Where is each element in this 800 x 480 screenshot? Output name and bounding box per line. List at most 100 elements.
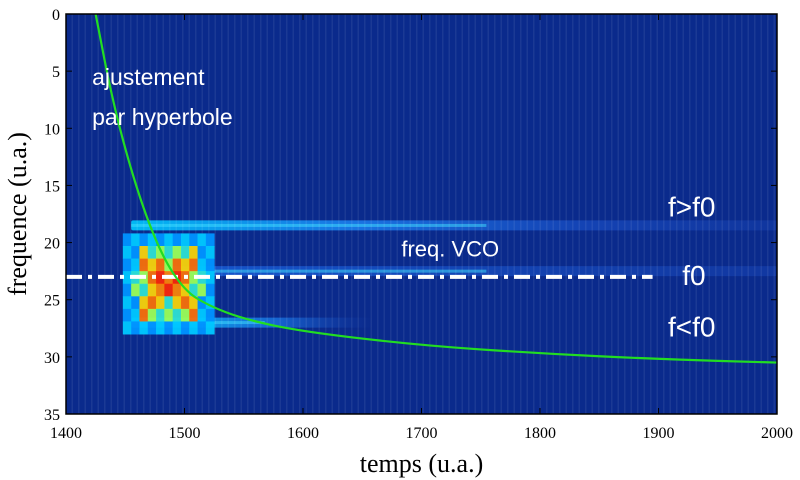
y-tick-label: 0: [52, 7, 60, 24]
burst-cell: [197, 296, 207, 310]
burst-cell: [180, 308, 190, 322]
burst-cell: [139, 233, 149, 247]
burst-cell: [197, 283, 207, 297]
burst-cell: [189, 233, 199, 247]
x-tick-label: 1500: [169, 425, 201, 442]
burst-cell: [122, 258, 132, 272]
burst-cell: [147, 283, 157, 297]
plot-stripes: [66, 14, 777, 414]
burst-cell: [164, 308, 174, 322]
annotation-label: ajustement: [92, 64, 205, 90]
burst-cell: [189, 296, 199, 310]
burst-cell: [189, 308, 199, 322]
burst-cell: [197, 233, 207, 247]
burst-hotspot: [122, 233, 215, 335]
burst-cell: [131, 308, 140, 322]
burst-cell: [147, 321, 157, 335]
burst-cell: [139, 246, 149, 260]
burst-cell: [172, 296, 182, 310]
burst-cell: [131, 233, 140, 247]
burst-cell: [147, 246, 157, 260]
burst-cell: [189, 271, 199, 285]
burst-cell: [164, 296, 174, 310]
annotation-label: par hyperbole: [92, 104, 233, 130]
burst-cell: [205, 258, 215, 272]
annotation-label: f>f0: [668, 191, 715, 222]
y-tick-label: 30: [44, 350, 60, 367]
burst-cell: [205, 321, 215, 335]
x-tick-label: 1900: [643, 425, 675, 442]
y-tick-label: 15: [44, 178, 60, 195]
burst-cell: [205, 296, 215, 310]
burst-cell: [156, 296, 165, 310]
x-axis-ticks: 1400 1500 1600 1700 1800 1900 2000: [50, 14, 793, 442]
burst-cell: [147, 296, 157, 310]
burst-cell: [172, 321, 182, 335]
burst-cell: [205, 283, 215, 297]
x-tick-label: 2000: [761, 425, 793, 442]
y-axis-title: frequence (u.a.): [3, 132, 32, 296]
burst-cell: [164, 233, 174, 247]
burst-cell: [205, 271, 215, 285]
x-tick-label: 1400: [50, 425, 82, 442]
annotation-label: f0: [682, 260, 705, 291]
annotation-label: f<f0: [668, 311, 715, 342]
x-tick-label: 1800: [524, 425, 556, 442]
burst-cell: [139, 321, 149, 335]
burst-cell: [122, 308, 132, 322]
burst-cell: [122, 246, 132, 260]
burst-cell: [122, 271, 132, 285]
burst-cell: [172, 283, 182, 297]
burst-cell: [139, 258, 149, 272]
burst-cell: [164, 246, 174, 260]
burst-cell: [205, 308, 215, 322]
burst-cell: [164, 283, 174, 297]
burst-cell: [156, 271, 165, 285]
burst-cell: [189, 283, 199, 297]
burst-cell: [180, 296, 190, 310]
burst-cell: [197, 321, 207, 335]
burst-cell: [147, 308, 157, 322]
burst-cell: [197, 308, 207, 322]
burst-cell: [205, 233, 215, 247]
burst-cell: [189, 246, 199, 260]
y-tick-label: 10: [44, 121, 60, 138]
burst-cell: [197, 258, 207, 272]
burst-cell: [122, 283, 132, 297]
burst-cell: [172, 308, 182, 322]
y-tick-label: 25: [44, 293, 60, 310]
y-tick-label: 20: [44, 236, 60, 253]
burst-cell: [156, 283, 165, 297]
burst-cell: [131, 258, 140, 272]
burst-cell: [164, 321, 174, 335]
burst-cell: [156, 321, 165, 335]
burst-cell: [156, 233, 165, 247]
burst-cell: [131, 246, 140, 260]
y-tick-label: 5: [52, 64, 60, 81]
annotations: ajustement par hyperbole freq. VCO f>f0 f0 f<…: [92, 64, 715, 342]
x-tick-label: 1700: [406, 425, 438, 442]
burst-cell: [197, 246, 207, 260]
burst-cell: [180, 258, 190, 272]
annotation-label: freq. VCO: [401, 236, 499, 261]
hyperbolic-fit-curve: [94, 13, 778, 364]
x-axis-title: temps (u.a.): [360, 449, 483, 478]
burst-cell: [172, 258, 182, 272]
burst-cell: [122, 321, 132, 335]
burst-cell: [156, 258, 165, 272]
burst-cell: [147, 233, 157, 247]
y-axis-ticks: 0 5 10 15 20 25 30 35: [44, 7, 777, 424]
burst-cell: [131, 321, 140, 335]
burst-cell: [180, 246, 190, 260]
burst-cell: [122, 296, 132, 310]
burst-cell: [156, 308, 165, 322]
burst-cell: [147, 258, 157, 272]
burst-cell: [172, 246, 182, 260]
y-tick-label: 35: [44, 407, 60, 424]
burst-cell: [131, 283, 140, 297]
burst-cell: [180, 233, 190, 247]
fit-curve-group: [94, 13, 778, 364]
x-tick-label: 1600: [287, 425, 319, 442]
burst-cell: [189, 258, 199, 272]
